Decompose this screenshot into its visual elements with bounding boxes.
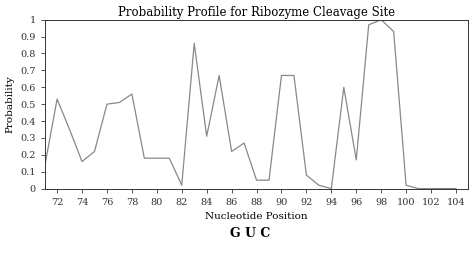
Text: G U C: G U C [230,227,271,241]
X-axis label: Nucleotide Position: Nucleotide Position [205,212,308,221]
Y-axis label: Probability: Probability [6,75,15,133]
Title: Probability Profile for Ribozyme Cleavage Site: Probability Profile for Ribozyme Cleavag… [118,5,395,19]
